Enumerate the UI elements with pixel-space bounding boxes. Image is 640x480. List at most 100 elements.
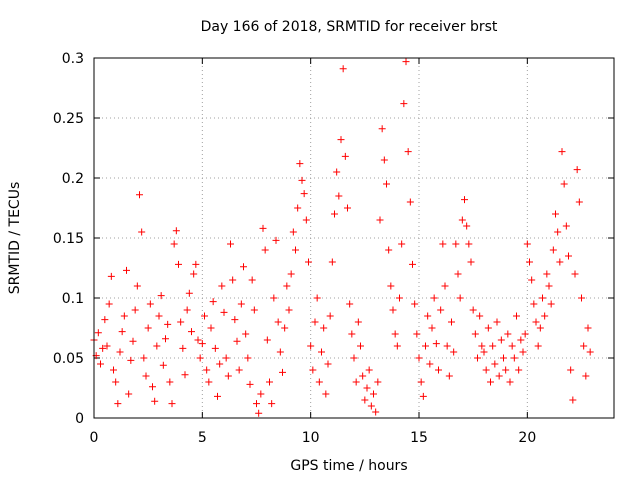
y-tick-label: 0.05 (53, 351, 84, 367)
data-point (396, 294, 403, 302)
data-point (517, 336, 525, 344)
data-point (350, 354, 358, 362)
data-point (465, 240, 473, 248)
data-point (166, 378, 174, 386)
data-point (140, 354, 148, 362)
y-tick-label: 0.1 (62, 291, 84, 307)
data-point (94, 329, 102, 337)
data-point (560, 180, 568, 188)
data-point (573, 166, 581, 174)
data-point (370, 390, 377, 398)
data-point (454, 270, 462, 278)
data-point (222, 354, 230, 362)
data-point (276, 348, 284, 356)
data-point (261, 246, 269, 254)
data-point (218, 282, 226, 290)
data-point (558, 148, 566, 156)
data-point (138, 228, 146, 236)
data-point (445, 372, 453, 380)
data-point (233, 337, 241, 345)
data-point (255, 409, 263, 417)
x-tick-label: 15 (410, 430, 428, 446)
data-point (123, 266, 130, 274)
data-point (584, 324, 592, 332)
x-tick-label: 5 (198, 430, 207, 446)
data-point (523, 240, 531, 248)
data-point (430, 294, 438, 302)
data-point (129, 337, 137, 345)
data-point (125, 390, 133, 398)
data-point (461, 196, 468, 204)
data-point (580, 342, 588, 350)
data-point (257, 390, 265, 398)
data-point (231, 316, 239, 324)
data-point (389, 306, 397, 314)
data-point (497, 336, 505, 344)
data-point (263, 336, 271, 344)
data-point (183, 306, 191, 314)
x-tick-labels: 0 5 10 15 20 (90, 430, 537, 446)
data-point (326, 312, 334, 320)
data-point (428, 324, 436, 332)
data-point (424, 312, 432, 320)
data-point (201, 312, 208, 320)
data-point (411, 300, 419, 308)
data-point (97, 360, 104, 368)
y-tick-labels: 0 0.05 0.1 0.15 0.2 0.25 0.3 (53, 51, 84, 427)
data-point (322, 390, 330, 398)
data-point (196, 354, 204, 362)
data-point (259, 224, 267, 232)
data-point (586, 348, 594, 356)
data-point (378, 125, 386, 133)
data-point (248, 276, 256, 284)
data-point (103, 342, 111, 350)
data-point (120, 312, 128, 320)
data-point (157, 292, 165, 300)
data-point (491, 360, 499, 368)
data-point (300, 190, 308, 198)
data-point (554, 228, 562, 236)
data-point (153, 342, 161, 350)
data-point (296, 160, 304, 168)
data-point (493, 318, 501, 326)
data-point (532, 318, 540, 326)
data-point (504, 330, 512, 338)
data-point (528, 276, 536, 284)
data-point (476, 312, 484, 320)
data-point (443, 342, 451, 350)
data-point (400, 100, 408, 108)
data-point (344, 204, 351, 212)
data-point (311, 318, 319, 326)
data-point (402, 58, 410, 66)
data-point (441, 282, 449, 290)
data-point (237, 300, 245, 308)
data-point (348, 330, 356, 338)
data-point (333, 168, 341, 176)
data-point (144, 324, 152, 332)
data-point (155, 312, 163, 320)
data-point (168, 400, 176, 408)
data-point (361, 396, 369, 404)
data-point (181, 371, 189, 379)
data-point (133, 282, 141, 290)
data-point (105, 300, 113, 308)
data-point (456, 294, 464, 302)
data-point (391, 330, 399, 338)
data-point (484, 324, 492, 332)
data-point (372, 408, 380, 416)
y-tick-label: 0.25 (53, 111, 84, 127)
data-point (283, 282, 291, 290)
data-point (172, 227, 180, 235)
data-point (242, 330, 250, 338)
data-point (409, 260, 416, 268)
data-point (162, 335, 169, 343)
data-point (235, 366, 243, 374)
y-tick-label: 0 (75, 411, 84, 427)
data-point (131, 306, 139, 314)
data-point (270, 294, 278, 302)
data-point (127, 356, 135, 364)
data-point (240, 263, 247, 271)
data-point (315, 378, 323, 386)
